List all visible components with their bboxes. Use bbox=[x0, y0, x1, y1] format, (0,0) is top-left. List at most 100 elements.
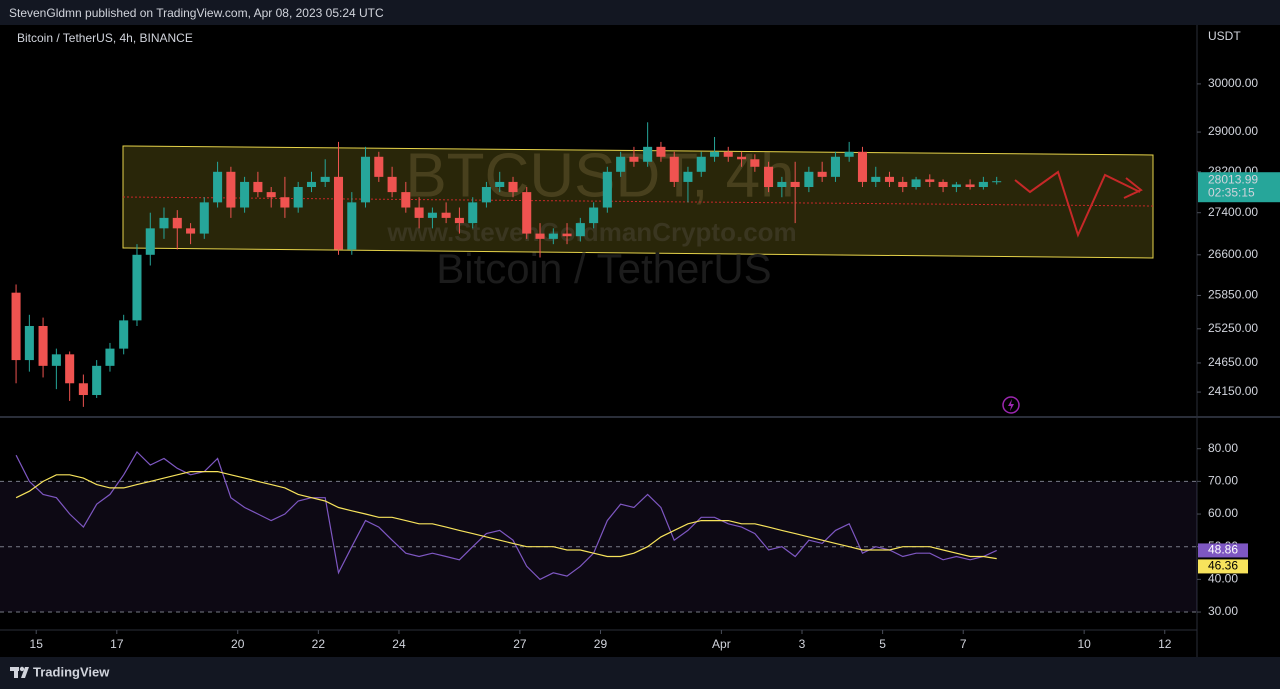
candle-body bbox=[92, 365, 102, 396]
tv-logo bbox=[10, 666, 29, 678]
candle-body bbox=[830, 156, 840, 177]
last-value: 46.36 bbox=[1208, 559, 1238, 573]
y-tick-label: 40.00 bbox=[1208, 572, 1238, 586]
candle-body bbox=[360, 156, 371, 203]
x-tick-label: 20 bbox=[231, 637, 245, 651]
y-tick-label: 27400.00 bbox=[1208, 205, 1258, 219]
x-tick-label: Apr bbox=[712, 637, 731, 651]
candle-body bbox=[710, 151, 720, 157]
candle-body bbox=[602, 171, 612, 208]
top-bar bbox=[0, 0, 1280, 25]
candle-body bbox=[616, 156, 626, 172]
candle-body bbox=[522, 192, 532, 234]
candle-body bbox=[132, 254, 142, 321]
y-tick-label: 30.00 bbox=[1208, 604, 1238, 618]
x-tick-label: 24 bbox=[392, 637, 406, 651]
alert-icon[interactable] bbox=[1002, 396, 1020, 414]
candle-body bbox=[508, 181, 518, 193]
y-tick-label: 24150.00 bbox=[1208, 384, 1258, 398]
last-price: 28013.99 bbox=[1208, 172, 1258, 186]
candle-body bbox=[119, 320, 129, 349]
countdown: 02:35:15 bbox=[1208, 185, 1255, 199]
level-band bbox=[0, 481, 1197, 613]
last-value-tag bbox=[1198, 559, 1248, 574]
candle-body bbox=[723, 151, 733, 157]
chart-title: Bitcoin / TetherUS, 4h, BINANCE bbox=[17, 31, 193, 45]
candle-body bbox=[213, 171, 223, 203]
candle-body bbox=[777, 181, 787, 188]
candle-body bbox=[414, 207, 424, 218]
candle-body bbox=[159, 217, 169, 229]
candle-body bbox=[589, 207, 599, 224]
candle-body bbox=[11, 292, 21, 361]
x-tick-label: 12 bbox=[1158, 637, 1172, 651]
candle-body bbox=[401, 192, 411, 208]
candle-body bbox=[938, 181, 948, 188]
candle-body bbox=[454, 217, 464, 224]
candle-body bbox=[764, 166, 774, 188]
candle-body bbox=[978, 181, 988, 188]
candle-body bbox=[38, 325, 48, 366]
candle-body bbox=[871, 176, 881, 182]
candle-body bbox=[857, 151, 867, 182]
candle-body bbox=[78, 383, 88, 396]
projection-arrow bbox=[1123, 177, 1143, 199]
candle-body bbox=[280, 197, 290, 208]
candle-body bbox=[481, 187, 491, 203]
x-tick-label: 10 bbox=[1077, 637, 1091, 651]
candle-body bbox=[24, 325, 34, 361]
x-tick-label: 15 bbox=[30, 637, 44, 651]
series-line bbox=[15, 451, 997, 581]
candle-body bbox=[992, 181, 1002, 183]
y-tick-label: 70.00 bbox=[1208, 474, 1238, 488]
candle-body bbox=[750, 159, 760, 167]
candle-body bbox=[172, 217, 182, 229]
candle-body bbox=[441, 212, 451, 218]
y-tick-label: 29000.00 bbox=[1208, 124, 1258, 138]
candle-body bbox=[347, 202, 357, 250]
y-tick-label: 25250.00 bbox=[1208, 321, 1258, 335]
publisher: StevenGldmn published on TradingView.com… bbox=[9, 6, 384, 20]
candle-body bbox=[696, 156, 706, 172]
x-tick-label: 17 bbox=[110, 637, 124, 651]
candle-body bbox=[817, 171, 827, 177]
candle-body bbox=[951, 184, 961, 188]
candle-body bbox=[226, 171, 236, 208]
candle-body bbox=[306, 181, 317, 188]
y-tick-label: 60.00 bbox=[1208, 506, 1238, 520]
x-tick-label: 7 bbox=[960, 637, 967, 651]
candle-body bbox=[199, 202, 209, 234]
candle-body bbox=[105, 348, 115, 366]
bottom-bar bbox=[0, 657, 1280, 689]
candle-body bbox=[535, 233, 545, 239]
watermark-name: Bitcoin / TetherUS bbox=[436, 245, 771, 292]
y-tick-label: 30000.00 bbox=[1208, 76, 1258, 90]
candle-body bbox=[911, 179, 921, 188]
candle-body bbox=[844, 151, 854, 157]
candle-body bbox=[643, 146, 653, 162]
y-tick-label: 26600.00 bbox=[1208, 247, 1258, 261]
candle-body bbox=[898, 181, 908, 188]
candle-body bbox=[387, 176, 397, 193]
candle-body bbox=[629, 156, 639, 162]
candle-body bbox=[683, 171, 693, 182]
candle-body bbox=[333, 176, 344, 250]
candle-body bbox=[253, 181, 263, 193]
candle-body bbox=[656, 146, 666, 157]
x-tick-label: 5 bbox=[879, 637, 886, 651]
y-tick-label: 24650.00 bbox=[1208, 355, 1258, 369]
candle-body bbox=[427, 212, 437, 218]
last-value-tag bbox=[1198, 543, 1248, 558]
candle-body bbox=[240, 181, 250, 208]
y-tick-label: 80.00 bbox=[1208, 441, 1238, 455]
brand: TradingView bbox=[33, 664, 110, 679]
series-line bbox=[15, 471, 997, 560]
candle-body bbox=[884, 176, 894, 182]
candle-body bbox=[965, 184, 975, 188]
candle-body bbox=[562, 233, 572, 237]
x-tick-label: 27 bbox=[513, 637, 527, 651]
candle-body bbox=[320, 176, 330, 182]
